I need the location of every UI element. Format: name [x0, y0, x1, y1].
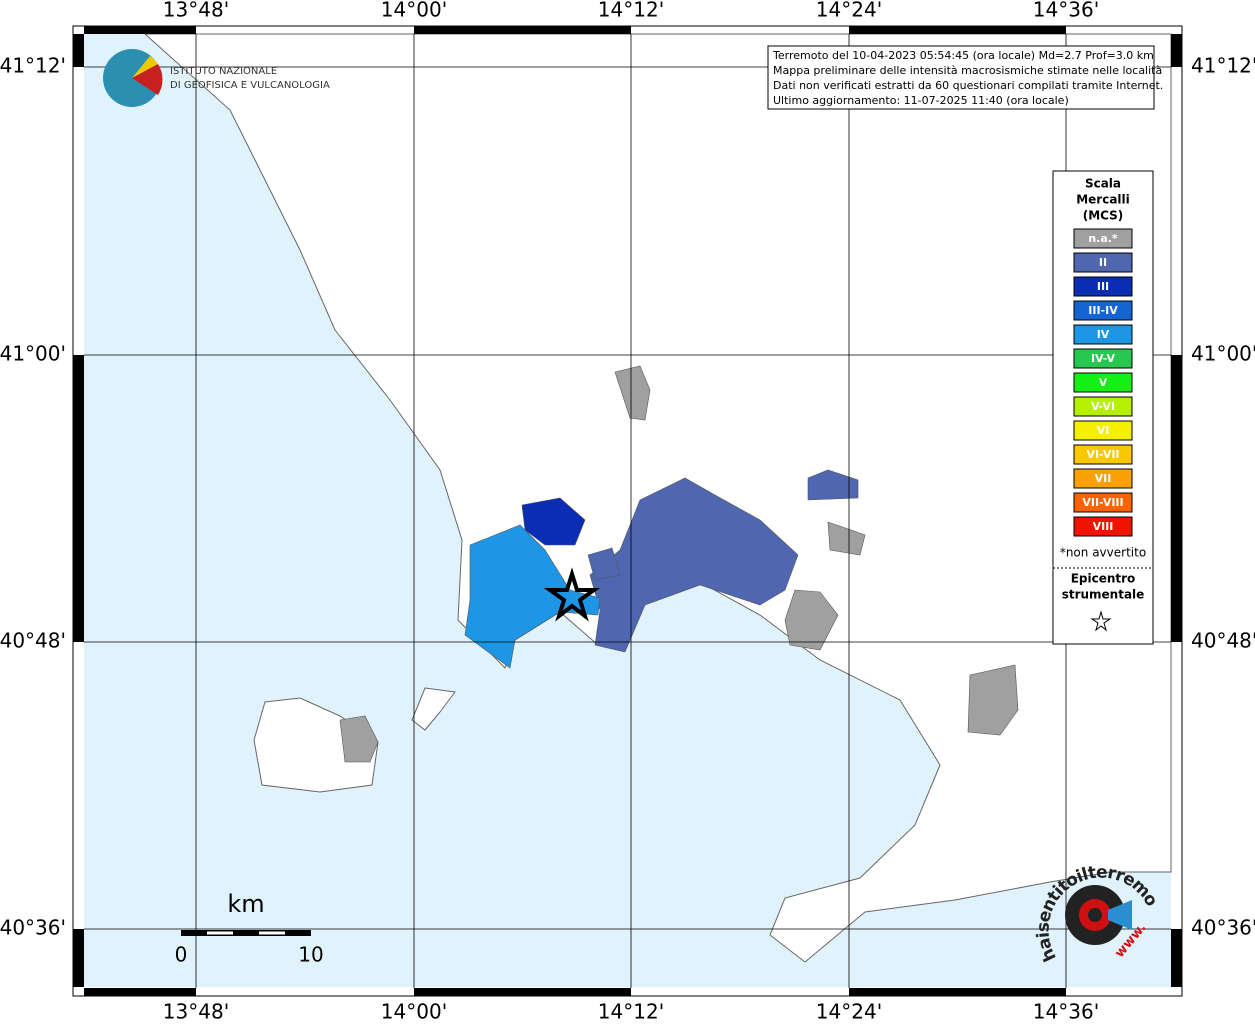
badge-circle — [1088, 908, 1102, 922]
area-na — [967, 664, 1019, 736]
legend-label: VI-VII — [1086, 448, 1119, 461]
info-text: Terremoto del 10-04-2023 05:54:45 (ora l… — [772, 49, 1163, 107]
logo-sector — [132, 56, 158, 78]
area-ii — [807, 469, 859, 501]
legend-swatch — [1073, 492, 1133, 513]
frame-band — [414, 988, 631, 996]
frame-band — [414, 26, 631, 34]
frame-band — [84, 988, 196, 996]
legend-title: Scala — [1085, 177, 1121, 191]
scale-bar-segment — [259, 931, 285, 935]
legend-swatch — [1073, 396, 1133, 417]
lon-label: 14°36' — [1033, 1000, 1099, 1024]
info-line: Terremoto del 10-04-2023 05:54:45 (ora l… — [772, 49, 1154, 62]
badge-speaker — [1108, 900, 1132, 930]
legend-label: V — [1099, 376, 1108, 389]
info-box — [767, 45, 1155, 110]
frame-band — [1171, 355, 1182, 642]
ingv-logo: ISTITUTO NAZIONALE DI GEOFISICA E VULCAN… — [103, 49, 330, 107]
lon-label: 14°12' — [598, 0, 664, 22]
legend-swatch — [1073, 300, 1133, 321]
legend-label: VIII — [1093, 520, 1114, 533]
legend-epicenter: Epicentro — [1071, 572, 1136, 586]
lat-label: 41°12' — [0, 54, 66, 78]
scale-bar-body — [181, 930, 311, 936]
lon-label: 14°00' — [381, 0, 447, 22]
legend-swatch — [1073, 420, 1133, 441]
lat-label: 40°36' — [0, 916, 66, 940]
info-line: Dati non verificati estratti da 60 quest… — [773, 79, 1163, 92]
epicenter-star — [543, 567, 601, 622]
lon-label: 14°12' — [598, 1000, 664, 1024]
scale-start: 0 — [175, 943, 188, 967]
legend-title: (MCS) — [1083, 209, 1124, 223]
info-line: Mappa preliminare delle intensità macros… — [773, 64, 1162, 77]
scale-bar: km 0 10 — [175, 890, 324, 967]
lon-label: 14°24' — [816, 0, 882, 22]
legend-label: VI — [1097, 424, 1110, 437]
area-na — [614, 365, 651, 421]
lat-label: 41°00' — [0, 342, 66, 366]
legend-swatch — [1073, 516, 1133, 537]
legend-label: n.a.* — [1088, 232, 1118, 245]
area-na — [784, 589, 839, 651]
lon-label: 14°00' — [381, 1000, 447, 1024]
logo-sector — [132, 64, 163, 95]
lon-label: 14°24' — [816, 1000, 882, 1024]
frame-band — [84, 26, 196, 34]
legend-label: III-IV — [1088, 304, 1118, 317]
logo-text: ISTITUTO NAZIONALE — [170, 66, 277, 77]
area-ii — [589, 477, 799, 653]
legend-note: *non avvertito — [1060, 546, 1146, 560]
legend-swatch — [1073, 348, 1133, 369]
lon-label: 13°48' — [163, 0, 229, 22]
legend-swatch — [1073, 252, 1133, 273]
intensity-areas — [339, 365, 1019, 763]
frame-band — [849, 26, 1066, 34]
legend-label: II — [1099, 256, 1107, 269]
legend-label: III — [1097, 280, 1109, 293]
legend-label: VII-VIII — [1082, 496, 1123, 509]
frame-band — [73, 929, 84, 987]
legend-title: Mercalli — [1076, 193, 1130, 207]
lon-label: 13°48' — [163, 1000, 229, 1024]
legend-label: V-VI — [1091, 400, 1115, 413]
lon-label: 14°36' — [1033, 0, 1099, 22]
area-na — [827, 521, 866, 556]
lat-label: 41°12' — [1191, 54, 1255, 78]
legend-label: VII — [1095, 472, 1112, 485]
legend-label: IV-V — [1091, 352, 1116, 365]
lat-label: 40°36' — [1191, 916, 1255, 940]
logo-text: DI GEOFISICA E VULCANOLOGIA — [170, 80, 330, 91]
area-na — [339, 715, 379, 763]
lat-label: 40°48' — [0, 629, 66, 653]
frame-band — [73, 34, 84, 67]
legend-swatch — [1073, 324, 1133, 345]
legend-epicenter: strumentale — [1062, 588, 1145, 602]
frame-band — [73, 355, 84, 642]
info-line: Ultimo aggiornamento: 11-07-2025 11:40 (… — [773, 94, 1069, 107]
frame-band — [1171, 929, 1182, 987]
legend-swatch — [1073, 276, 1133, 297]
area-ii — [587, 547, 621, 581]
lat-label: 41°00' — [1191, 342, 1255, 366]
legend-swatch — [1073, 468, 1133, 489]
scale-unit: km — [227, 890, 264, 918]
frame-band — [849, 988, 1066, 996]
legend-label: IV — [1097, 328, 1110, 341]
scale-end: 10 — [298, 943, 323, 967]
legend: ScalaMercalli(MCS)n.a.*IIIIIIII-IVIVIV-V… — [1060, 177, 1146, 602]
frame-band — [1171, 34, 1182, 67]
legend-star — [1090, 610, 1112, 632]
legend-swatch — [1073, 228, 1133, 249]
scale-bar-segment — [207, 931, 233, 935]
legend-swatch — [1073, 444, 1133, 465]
legend-swatch — [1073, 372, 1133, 393]
lat-label: 40°48' — [1191, 629, 1255, 653]
